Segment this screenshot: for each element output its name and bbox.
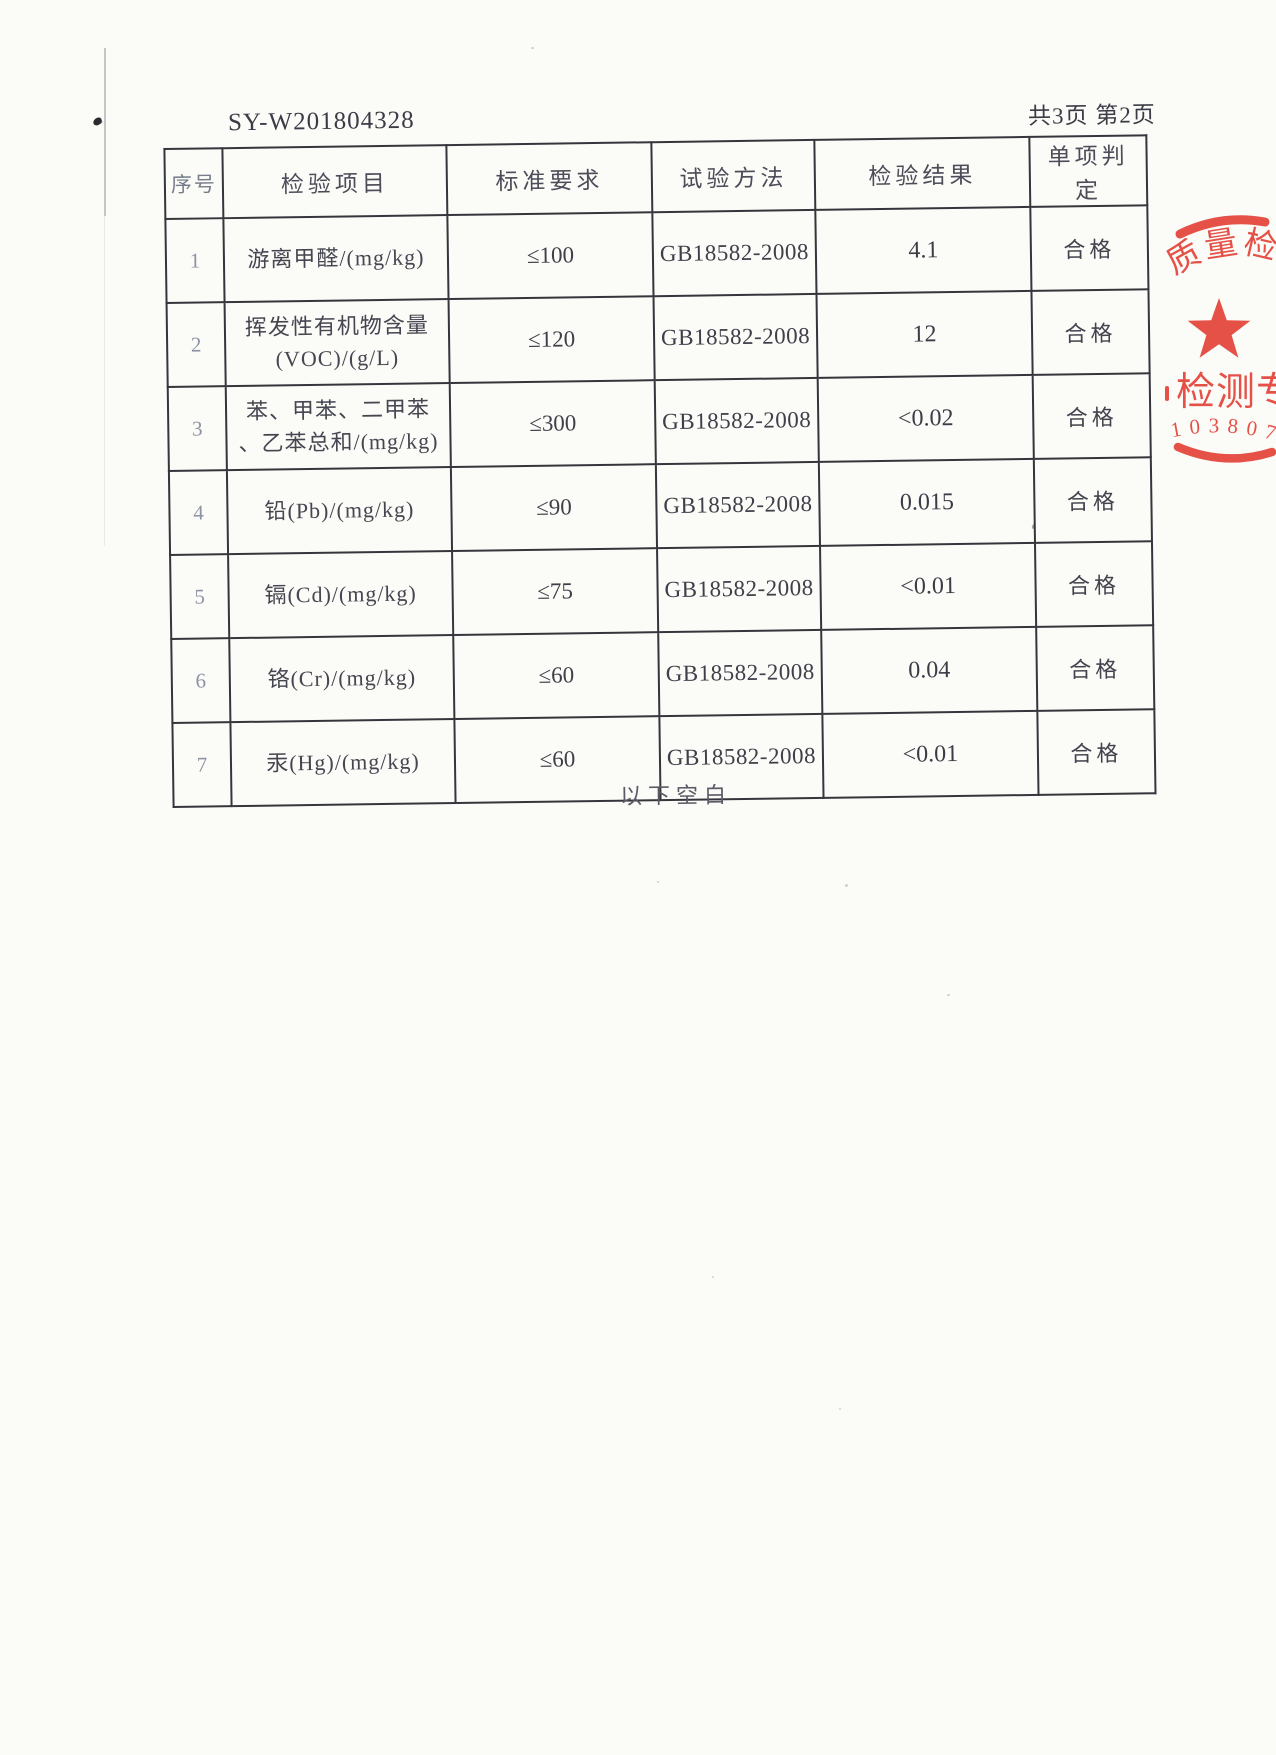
row-number-cell: 6 — [171, 638, 231, 723]
stamp-line-text: 检测专用 — [1176, 371, 1276, 414]
table-row: 6 铬(Cr)/(mg/kg) ≤60 GB18582-2008 0.04 合格 — [171, 625, 1155, 723]
test-method-cell: GB18582-2008 — [657, 545, 822, 633]
test-result-cell: <0.02 — [817, 374, 1034, 462]
scan-artifact-dot — [91, 116, 104, 127]
header-standard-requirement: 标准要求 — [446, 142, 653, 216]
header-judgment: 单项判定 — [1029, 135, 1148, 207]
stamp-partial-char — [1165, 386, 1169, 401]
table-row: 2 挥发性有机物含量 (VOC)/(g/L) ≤120 GB18582-2008… — [166, 289, 1150, 387]
judgment-cell: 合格 — [1033, 457, 1152, 543]
header-test-item: 检验项目 — [222, 145, 448, 219]
scan-speck — [947, 994, 950, 996]
table-row: 3 苯、甲苯、二甲苯 、乙苯总和/(mg/kg) ≤300 GB18582-20… — [167, 373, 1151, 471]
test-item-cell: 镉(Cd)/(mg/kg) — [228, 551, 454, 639]
test-method-cell: GB18582-2008 — [653, 293, 818, 381]
report-number: SY-W201804328 — [227, 106, 415, 137]
row-number-cell: 5 — [170, 554, 230, 639]
scan-speck — [712, 1276, 714, 1278]
row-number-cell: 1 — [165, 218, 225, 304]
test-result-cell: 4.1 — [815, 206, 1032, 294]
test-item-cell: 汞(Hg)/(mg/kg) — [230, 719, 456, 807]
scan-artifact-line — [104, 48, 106, 216]
row-number-cell: 2 — [166, 302, 226, 387]
judgment-cell: 合格 — [1034, 541, 1154, 627]
test-method-cell: GB18582-2008 — [658, 629, 823, 717]
row-number-cell: 7 — [172, 722, 232, 807]
standard-requirement-cell: ≤120 — [448, 296, 655, 384]
scan-speck — [839, 1408, 841, 1410]
results-table: 序号 检验项目 标准要求 试验方法 检验结果 单项判定 1 游离甲醛/(mg/k… — [163, 134, 1156, 808]
table-row: 5 镉(Cd)/(mg/kg) ≤75 GB18582-2008 <0.01 合… — [170, 541, 1154, 639]
judgment-cell: 合格 — [1030, 205, 1149, 291]
standard-requirement-cell: ≤60 — [453, 632, 660, 720]
stamp-top-arc — [1175, 215, 1270, 239]
row-number-cell: 4 — [168, 470, 229, 555]
judgment-cell: 合格 — [1036, 625, 1155, 711]
test-item-cell: 铬(Cr)/(mg/kg) — [229, 635, 455, 723]
test-item-cell: 苯、甲苯、二甲苯 、乙苯总和/(mg/kg) — [225, 383, 451, 471]
scan-artifact-line-faint — [104, 216, 105, 546]
stamp-bottom-arc — [1173, 442, 1276, 463]
test-result-cell: <0.01 — [820, 542, 1037, 630]
test-item-cell: 铅(Pb)/(mg/kg) — [226, 467, 453, 555]
scan-speck — [531, 47, 534, 49]
header-serial-no: 序号 — [164, 148, 224, 220]
test-result-cell: 0.04 — [821, 626, 1038, 714]
table-row: 4 铅(Pb)/(mg/kg) ≤90 GB18582-2008 0.015 合… — [168, 457, 1152, 555]
judgment-cell: 合格 — [1032, 373, 1151, 459]
judgment-cell: 合格 — [1037, 709, 1156, 795]
below-blank-note: 以下空白 — [619, 782, 733, 809]
header-test-result: 检验结果 — [814, 136, 1031, 210]
scan-speck — [657, 881, 659, 883]
test-method-cell: GB18582-2008 — [655, 461, 821, 549]
test-method-cell: GB18582-2008 — [654, 377, 819, 465]
test-item-cell: 游离甲醛/(mg/kg) — [223, 215, 449, 303]
standard-requirement-cell: ≤100 — [447, 212, 654, 300]
results-table-wrap: 序号 检验项目 标准要求 试验方法 检验结果 单项判定 1 游离甲醛/(mg/k… — [163, 134, 1158, 808]
header-test-method: 试验方法 — [651, 139, 816, 213]
test-method-cell: GB18582-2008 — [652, 209, 817, 297]
standard-requirement-cell: ≤300 — [449, 380, 656, 468]
test-result-cell: <0.01 — [822, 710, 1039, 798]
row-number-cell: 3 — [167, 386, 227, 471]
judgment-cell: 合格 — [1031, 289, 1150, 375]
table-row: 1 游离甲醛/(mg/kg) ≤100 GB18582-2008 4.1 合格 — [165, 205, 1149, 304]
test-item-cell: 挥发性有机物含量 (VOC)/(g/L) — [224, 299, 450, 387]
stamp-star — [1187, 298, 1251, 358]
standard-requirement-cell: ≤75 — [452, 548, 659, 636]
test-result-cell: 12 — [816, 290, 1033, 378]
scan-speck — [845, 884, 848, 887]
page-indicator: 共3页 第2页 — [1027, 102, 1156, 129]
test-result-cell: 0.015 — [818, 458, 1035, 546]
standard-requirement-cell: ≤90 — [450, 464, 658, 552]
